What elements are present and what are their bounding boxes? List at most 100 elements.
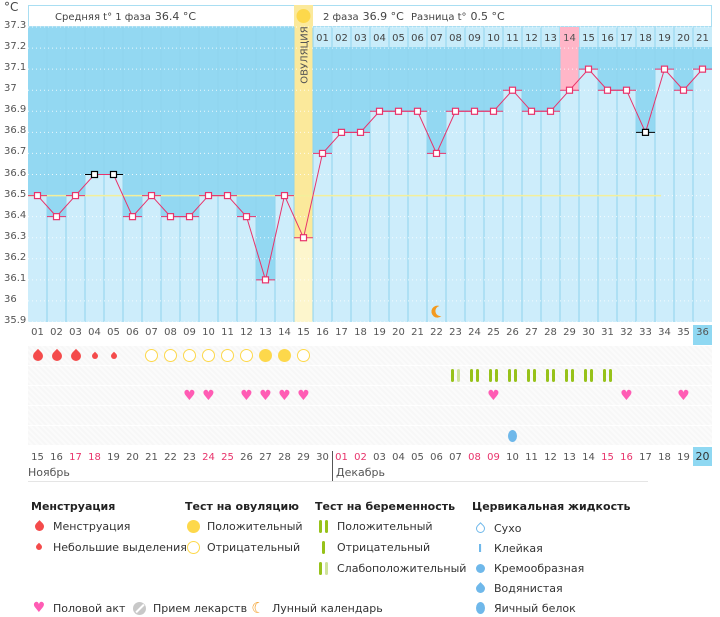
cycle-day-number[interactable]: 30 bbox=[582, 327, 595, 338]
cycle-day-number[interactable]: 02 bbox=[50, 327, 63, 338]
cycle-day-number[interactable]: 22 bbox=[430, 327, 443, 338]
calendar-date[interactable]: 10 bbox=[506, 452, 519, 463]
cycle-day-number[interactable]: 31 bbox=[601, 327, 614, 338]
egg-white-icon[interactable] bbox=[503, 426, 522, 445]
calendar-date[interactable]: 06 bbox=[430, 452, 443, 463]
pregnancy-test-icon[interactable] bbox=[522, 366, 541, 385]
cycle-day-number[interactable]: 03 bbox=[69, 327, 82, 338]
cycle-day-number[interactable]: 13 bbox=[259, 327, 272, 338]
calendar-date[interactable]: 09 bbox=[487, 452, 500, 463]
cycle-day-number[interactable]: 32 bbox=[620, 327, 633, 338]
cycle-day-number[interactable]: 23 bbox=[449, 327, 462, 338]
cycle-day-number[interactable]: 36 bbox=[696, 327, 709, 338]
menstruation-drop-icon[interactable] bbox=[66, 346, 85, 365]
ovulation-test-positive-icon[interactable] bbox=[256, 346, 275, 365]
calendar-date[interactable]: 27 bbox=[259, 452, 272, 463]
menstruation-drop-icon[interactable] bbox=[104, 346, 123, 365]
cycle-day-number[interactable]: 33 bbox=[639, 327, 652, 338]
heart-icon[interactable]: ♥ bbox=[297, 387, 310, 404]
cycle-day-number[interactable]: 25 bbox=[487, 327, 500, 338]
calendar-date[interactable]: 16 bbox=[50, 452, 63, 463]
calendar-date[interactable]: 20 bbox=[126, 452, 139, 463]
cycle-day-number[interactable]: 10 bbox=[202, 327, 215, 338]
calendar-date[interactable]: 02 bbox=[354, 452, 367, 463]
cycle-day-number[interactable]: 17 bbox=[335, 327, 348, 338]
menstruation-drop-icon[interactable] bbox=[28, 346, 47, 365]
calendar-date[interactable]: 05 bbox=[411, 452, 424, 463]
calendar-date[interactable]: 29 bbox=[297, 452, 310, 463]
cycle-day-number[interactable]: 07 bbox=[145, 327, 158, 338]
calendar-date[interactable]: 01 bbox=[335, 452, 348, 463]
ovulation-test-negative-icon[interactable] bbox=[199, 346, 218, 365]
heart-icon[interactable]: ♥ bbox=[259, 387, 272, 404]
calendar-date[interactable]: 17 bbox=[639, 452, 652, 463]
ovulation-test-negative-icon[interactable] bbox=[142, 346, 161, 365]
heart-icon[interactable]: ♥ bbox=[240, 387, 253, 404]
cycle-day-number[interactable]: 16 bbox=[316, 327, 329, 338]
calendar-date[interactable]: 12 bbox=[544, 452, 557, 463]
cycle-day-number[interactable]: 18 bbox=[354, 327, 367, 338]
ovulation-test-negative-icon[interactable] bbox=[237, 346, 256, 365]
pregnancy-test-icon[interactable] bbox=[484, 366, 503, 385]
pregnancy-test-icon[interactable] bbox=[465, 366, 484, 385]
calendar-date[interactable]: 18 bbox=[88, 452, 101, 463]
cycle-day-number[interactable]: 34 bbox=[658, 327, 671, 338]
ovulation-test-positive-icon[interactable] bbox=[275, 346, 294, 365]
calendar-date[interactable]: 07 bbox=[449, 452, 462, 463]
calendar-date[interactable]: 23 bbox=[183, 452, 196, 463]
cycle-day-number[interactable]: 20 bbox=[392, 327, 405, 338]
cycle-day-number[interactable]: 15 bbox=[297, 327, 310, 338]
calendar-date[interactable]: 20 bbox=[693, 447, 712, 466]
cycle-day-number[interactable]: 06 bbox=[126, 327, 139, 338]
cycle-day-number[interactable]: 08 bbox=[164, 327, 177, 338]
cycle-day-number[interactable]: 26 bbox=[506, 327, 519, 338]
calendar-date[interactable]: 08 bbox=[468, 452, 481, 463]
pregnancy-test-icon[interactable] bbox=[446, 366, 465, 385]
ovulation-test-negative-icon[interactable] bbox=[294, 346, 313, 365]
pregnancy-test-icon[interactable] bbox=[503, 366, 522, 385]
pregnancy-test-icon[interactable] bbox=[560, 366, 579, 385]
cycle-day-number[interactable]: 01 bbox=[31, 327, 44, 338]
calendar-date[interactable]: 04 bbox=[392, 452, 405, 463]
cycle-day-number[interactable]: 24 bbox=[468, 327, 481, 338]
heart-icon[interactable]: ♥ bbox=[620, 387, 633, 404]
cycle-day-number[interactable]: 35 bbox=[677, 327, 690, 338]
cycle-day-number[interactable]: 21 bbox=[411, 327, 424, 338]
calendar-date[interactable]: 19 bbox=[107, 452, 120, 463]
heart-icon[interactable]: ♥ bbox=[487, 387, 500, 404]
calendar-date[interactable]: 11 bbox=[525, 452, 538, 463]
cycle-day-number[interactable]: 09 bbox=[183, 327, 196, 338]
calendar-date[interactable]: 17 bbox=[69, 452, 82, 463]
calendar-date[interactable]: 26 bbox=[240, 452, 253, 463]
calendar-date[interactable]: 25 bbox=[221, 452, 234, 463]
ovulation-test-negative-icon[interactable] bbox=[218, 346, 237, 365]
heart-icon[interactable]: ♥ bbox=[278, 387, 291, 404]
calendar-date[interactable]: 18 bbox=[658, 452, 671, 463]
calendar-date[interactable]: 30 bbox=[316, 452, 329, 463]
calendar-date[interactable]: 22 bbox=[164, 452, 177, 463]
calendar-date[interactable]: 19 bbox=[677, 452, 690, 463]
calendar-date[interactable]: 13 bbox=[563, 452, 576, 463]
calendar-date[interactable]: 03 bbox=[373, 452, 386, 463]
menstruation-drop-icon[interactable] bbox=[85, 346, 104, 365]
cycle-day-number[interactable]: 12 bbox=[240, 327, 253, 338]
calendar-date[interactable]: 28 bbox=[278, 452, 291, 463]
cycle-day-number[interactable]: 28 bbox=[544, 327, 557, 338]
calendar-date[interactable]: 21 bbox=[145, 452, 158, 463]
calendar-date[interactable]: 24 bbox=[202, 452, 215, 463]
calendar-date[interactable]: 15 bbox=[31, 452, 44, 463]
ovulation-test-negative-icon[interactable] bbox=[180, 346, 199, 365]
pregnancy-test-icon[interactable] bbox=[598, 366, 617, 385]
cycle-day-number[interactable]: 11 bbox=[221, 327, 234, 338]
pregnancy-test-icon[interactable] bbox=[541, 366, 560, 385]
pregnancy-test-icon[interactable] bbox=[579, 366, 598, 385]
heart-icon[interactable]: ♥ bbox=[202, 387, 215, 404]
cycle-day-number[interactable]: 14 bbox=[278, 327, 291, 338]
cycle-day-number[interactable]: 05 bbox=[107, 327, 120, 338]
ovulation-test-negative-icon[interactable] bbox=[161, 346, 180, 365]
cycle-day-number[interactable]: 29 bbox=[563, 327, 576, 338]
calendar-date[interactable]: 14 bbox=[582, 452, 595, 463]
heart-icon[interactable]: ♥ bbox=[677, 387, 690, 404]
menstruation-drop-icon[interactable] bbox=[47, 346, 66, 365]
cycle-day-number[interactable]: 04 bbox=[88, 327, 101, 338]
